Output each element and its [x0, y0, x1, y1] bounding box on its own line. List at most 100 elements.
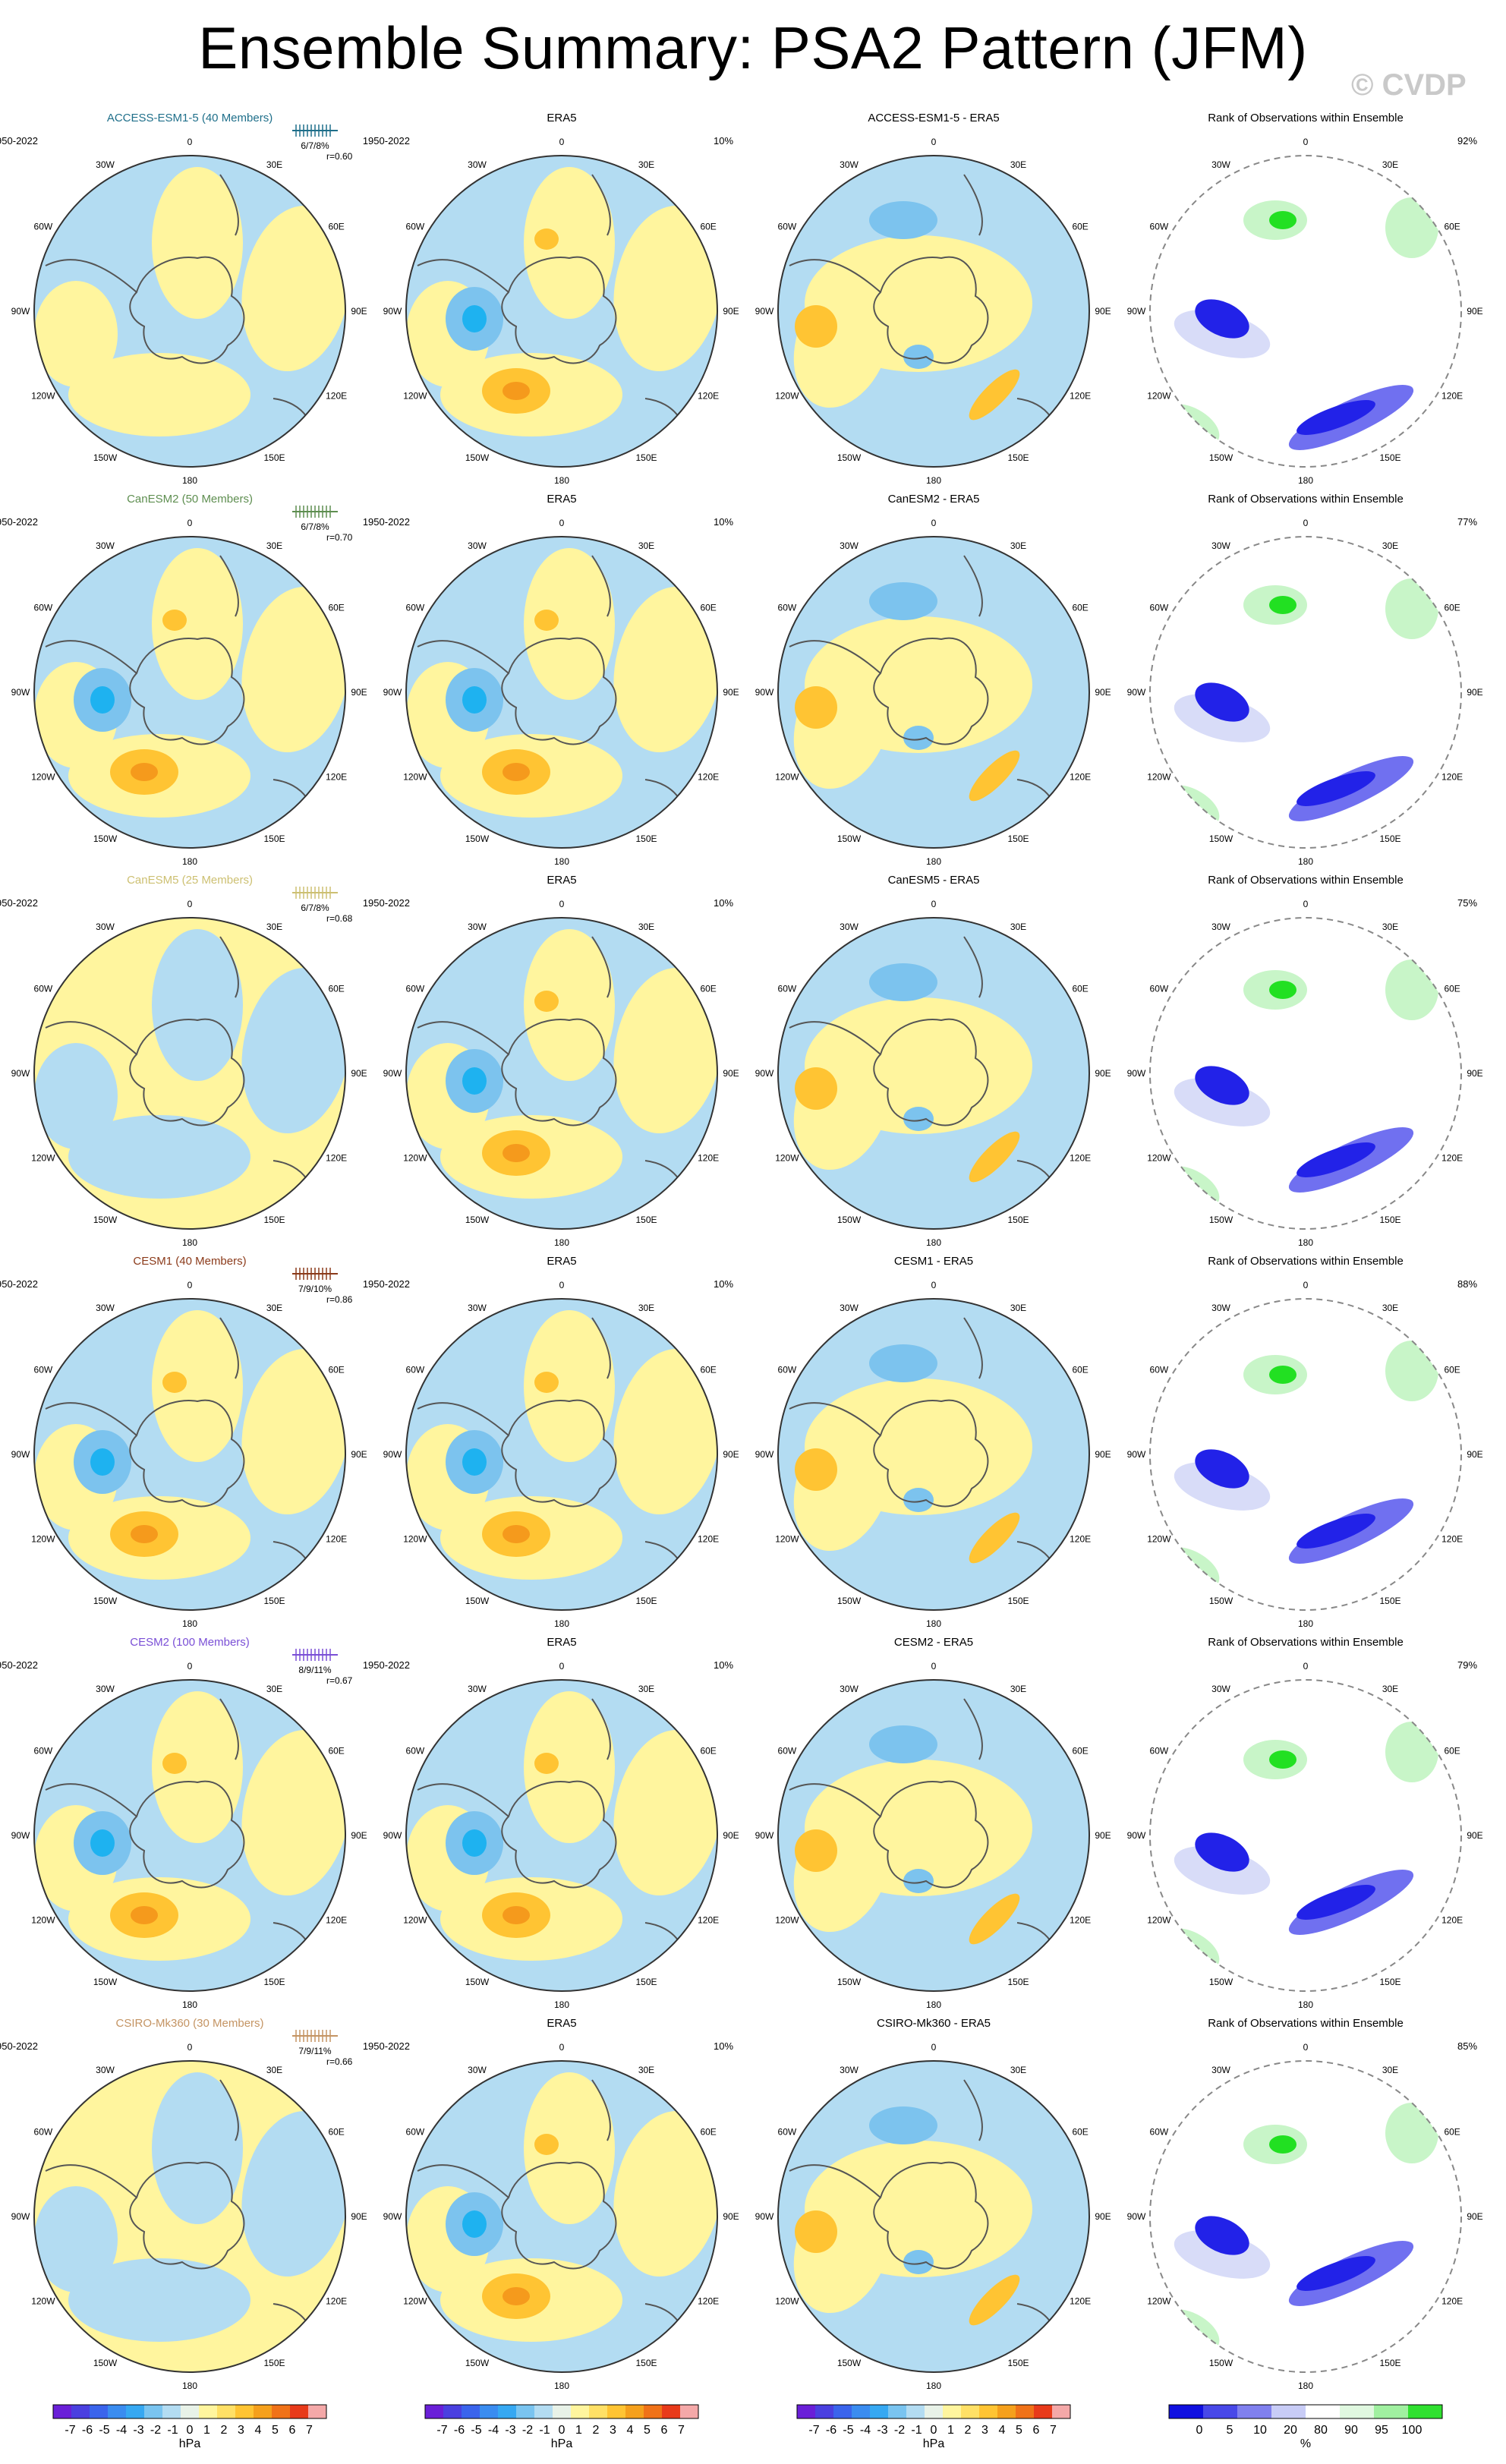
- panel-r6-c4: 0 30E 60E 90E 120E 150E 180 150W 120W 90W 60W 30W Ra…: [1127, 2017, 1483, 2391]
- lon-label-120w: 120W: [31, 2296, 55, 2307]
- lon-label-30w: 30W: [96, 540, 115, 551]
- lon-label-60e: 60E: [700, 2127, 716, 2138]
- anomaly-region: [869, 2106, 937, 2144]
- map-field: [1150, 156, 1461, 467]
- colorbar-cell: [607, 2405, 625, 2418]
- anomaly-region: [462, 2210, 487, 2238]
- colorbar-tick-label: -6: [454, 2424, 465, 2437]
- rank-region: [1385, 578, 1438, 639]
- lon-label-90w: 90W: [11, 1830, 30, 1841]
- anomaly-region: [162, 1753, 187, 1774]
- lon-label-90e: 90E: [351, 1068, 367, 1079]
- rank-region: [1195, 1449, 1249, 1489]
- lon-label-60e: 60E: [1444, 1746, 1460, 1757]
- map-boundary: [405, 1298, 718, 1611]
- anomaly-region: [68, 353, 250, 436]
- lon-label-150w: 150W: [1209, 1977, 1233, 1987]
- south-america-coastline: [417, 640, 509, 674]
- anomaly-region: [534, 2134, 559, 2155]
- lon-label-30e: 30E: [266, 1303, 282, 1313]
- lon-label-0: 0: [1303, 518, 1309, 528]
- anomaly-region: [534, 610, 559, 631]
- lon-label-120w: 120W: [775, 391, 799, 402]
- lon-label-150e: 150E: [635, 1215, 657, 1225]
- lon-label-180: 180: [554, 2381, 569, 2391]
- anomaly-region: [503, 763, 530, 781]
- colorbar-tick-label: 7: [306, 2424, 313, 2437]
- lon-label-60e: 60E: [1072, 1746, 1088, 1757]
- lon-label-30e: 30E: [266, 159, 282, 170]
- map-boundary: [405, 1679, 718, 1992]
- lon-label-120e: 120E: [1070, 1915, 1091, 1926]
- lon-label-30e: 30E: [638, 540, 654, 551]
- colorbar-cell: [516, 2405, 534, 2418]
- period-label: 1950-2022: [0, 516, 38, 528]
- colorbar-cell: [979, 2405, 997, 2418]
- antarctica-coastline: [501, 256, 617, 364]
- map-field: [406, 537, 717, 848]
- colorbar-cell: [480, 2405, 498, 2418]
- south-america-coastline: [789, 2164, 881, 2198]
- panel-title-diff: CanESM5 - ERA5: [888, 874, 980, 887]
- lon-label-120e: 120E: [326, 1534, 347, 1545]
- period-label: 1950-2022: [363, 2040, 410, 2052]
- anomaly-region: [241, 1729, 345, 1896]
- antarctica-coastline: [501, 637, 617, 745]
- colorbar-tick-label: -3: [133, 2424, 143, 2437]
- map-field: [778, 2061, 1089, 2372]
- colorbar-cell: [108, 2405, 126, 2418]
- lon-label-30w: 30W: [840, 1303, 859, 1313]
- anomaly-region: [131, 1906, 158, 1924]
- anomaly-region: [462, 1067, 487, 1095]
- lon-label-0: 0: [559, 1280, 565, 1290]
- spread-label: 6/7/8%: [301, 903, 329, 913]
- anomaly-region: [68, 1115, 250, 1199]
- panel-r1-c4: 0 30E 60E 90E 120E 150E 180 150W 120W 90W 60W 30W Ra…: [1127, 112, 1483, 486]
- lon-label-120w: 120W: [403, 1534, 427, 1545]
- map-field: [34, 2061, 345, 2372]
- rank-pct-label: 79%: [1457, 1659, 1477, 1671]
- lon-label-150e: 150E: [635, 1977, 657, 1987]
- rank-region: [1195, 682, 1249, 722]
- lon-label-60e: 60E: [700, 1746, 716, 1757]
- lon-label-30w: 30W: [96, 922, 115, 932]
- lon-label-90e: 90E: [723, 1068, 739, 1079]
- lon-label-60e: 60E: [1072, 603, 1088, 613]
- colorbar-frame: [52, 2404, 327, 2419]
- lon-label-90e: 90E: [723, 1830, 739, 1841]
- lon-label-150e: 150E: [635, 452, 657, 463]
- lon-label-90e: 90E: [351, 1830, 367, 1841]
- africa-coastline: [591, 174, 611, 236]
- lon-label-30e: 30E: [1010, 159, 1026, 170]
- lon-label-90w: 90W: [11, 1449, 30, 1460]
- rank-region: [1296, 1142, 1375, 1177]
- anomaly-region: [503, 1906, 530, 1924]
- lon-label-120w: 120W: [775, 1534, 799, 1545]
- lon-label-120w: 120W: [31, 1534, 55, 1545]
- lon-label-30e: 30E: [638, 1684, 654, 1694]
- colorbar-tick-label: -5: [843, 2424, 853, 2437]
- lon-label-120e: 120E: [1441, 1153, 1463, 1164]
- lon-label-60e: 60E: [1444, 603, 1460, 613]
- rank-pct-label: 85%: [1457, 2040, 1477, 2052]
- panel-title-model: CSIRO-Mk360 (30 Members): [115, 2017, 263, 2030]
- lon-label-60w: 60W: [406, 222, 425, 232]
- period-label: 1950-2022: [363, 135, 410, 147]
- antarctica-coastline: [873, 1780, 989, 1889]
- colorbar-tick-label: -2: [522, 2424, 533, 2437]
- rank-pct-label: 88%: [1457, 1278, 1477, 1290]
- map-field: [406, 2061, 717, 2372]
- lon-label-180: 180: [554, 1237, 569, 1248]
- colorbar-cell: [1408, 2405, 1442, 2418]
- panel-grid: 0 30E 60E 90E 120E 150E 180 150W 120W 90W 60W 30W AC…: [0, 112, 1483, 2391]
- period-label: 1950-2022: [363, 1278, 410, 1290]
- rank-region: [1385, 1341, 1438, 1401]
- lon-label-180: 180: [182, 475, 197, 486]
- south-america-coastline: [45, 2164, 137, 2198]
- map-boundary: [405, 155, 718, 468]
- colorbar-cell: [680, 2405, 698, 2418]
- lon-label-150e: 150E: [1007, 1596, 1029, 1606]
- anomaly-region: [524, 1691, 615, 1843]
- lon-label-120w: 120W: [1147, 2296, 1171, 2307]
- colorbar-tick-label: -1: [911, 2424, 922, 2437]
